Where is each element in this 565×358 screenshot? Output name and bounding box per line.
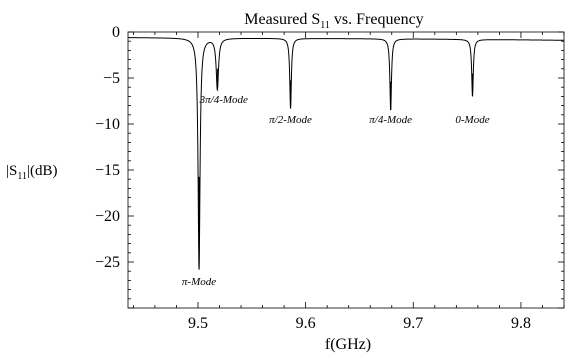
x-axis-label: f(GHz) [325, 336, 371, 353]
y-axis-label: |S11|(dB) [6, 163, 58, 182]
chart-title: Measured S11 vs. Frequency [244, 11, 423, 31]
y-tick-label: −5 [103, 70, 120, 87]
x-tick-label: 9.7 [403, 315, 423, 332]
y-tick-label: −25 [95, 254, 120, 271]
x-axis: 9.5 9.6 9.7 9.8 [132, 32, 565, 332]
mode-label: 3π/4-Mode [199, 94, 248, 106]
mode-label: 0-Mode [455, 114, 489, 126]
plot-border [127, 31, 565, 309]
x-tick-label: 9.6 [296, 315, 316, 332]
x-tick-label: 9.5 [188, 315, 208, 332]
y-tick-label: −15 [95, 162, 120, 179]
y-axis: 0 −5 −10 −15 −20 −25 [95, 24, 564, 309]
mode-label: π/2-Mode [269, 114, 312, 126]
y-tick-label: −20 [95, 208, 120, 225]
plot-frame [127, 31, 565, 309]
mode-label: π/4-Mode [369, 114, 412, 126]
series-layer [128, 37, 564, 270]
y-tick-label: −10 [95, 116, 120, 133]
x-tick-label: 9.8 [511, 315, 531, 332]
s11-trace [128, 37, 564, 270]
mode-label: π-Mode [182, 276, 216, 288]
y-tick-label: 0 [112, 24, 120, 41]
mode-annotations: π-Mode 3π/4-Mode π/2-Mode π/4-Mode 0-Mode [182, 94, 490, 288]
